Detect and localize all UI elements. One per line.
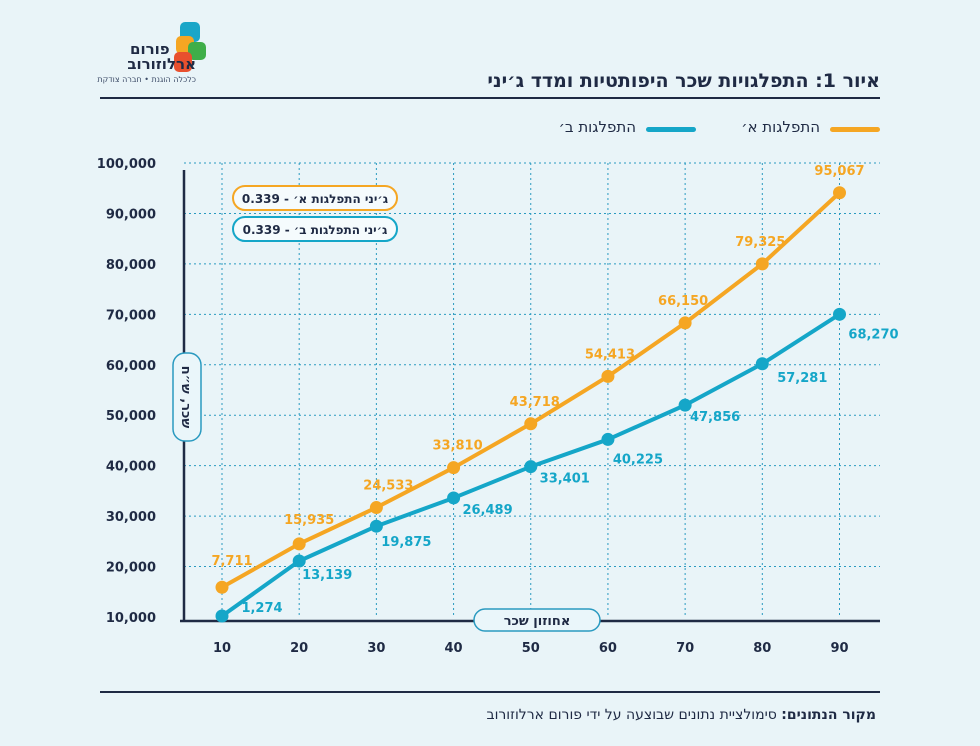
data-point bbox=[369, 501, 383, 515]
data-label: 40,225 bbox=[613, 452, 663, 467]
x-axis-label: אחוזון שכר bbox=[504, 614, 571, 629]
logo-tagline: כלכלה הוגנת • חברה צודקת bbox=[97, 75, 196, 84]
logo bbox=[96, 18, 216, 90]
y-tick-label: 90,000 bbox=[106, 207, 156, 222]
data-label: 33,401 bbox=[540, 472, 590, 487]
logo-line-2: ארלוזורוב bbox=[127, 55, 196, 73]
gini-annotation-text: ג׳יני התפלגות ב׳ - 0.339 bbox=[243, 223, 388, 237]
data-point bbox=[447, 461, 461, 475]
legend-label-b: התפלגות ב׳ bbox=[558, 118, 636, 136]
y-axis-label-pill bbox=[172, 352, 202, 442]
x-tick-label: 80 bbox=[753, 641, 771, 656]
x-tick-label: 30 bbox=[367, 641, 385, 656]
data-point bbox=[447, 491, 461, 505]
data-label: 33,810 bbox=[432, 439, 482, 454]
data-point bbox=[292, 554, 306, 568]
data-point bbox=[833, 307, 846, 321]
data-label: 54,413 bbox=[585, 347, 635, 362]
chart-title: איור 1: התפלגויות שכר היפותטיות ומדד ג׳י… bbox=[487, 70, 880, 92]
data-point bbox=[215, 580, 229, 594]
data-label: 66,150 bbox=[658, 294, 708, 309]
y-axis-label: שכר, ש״ח bbox=[178, 366, 193, 429]
source-label: מקור הנתונים: bbox=[781, 707, 876, 723]
data-point bbox=[833, 186, 846, 200]
data-point bbox=[369, 519, 383, 533]
gini-annotation-text: ג׳יני התפלגות א׳ - 0.339 bbox=[242, 192, 389, 206]
x-tick-label: 10 bbox=[213, 641, 231, 656]
data-label: 57,281 bbox=[777, 371, 827, 386]
y-tick-label: 20,000 bbox=[106, 561, 156, 576]
data-label: 13,139 bbox=[302, 568, 352, 583]
x-axis-label-pill bbox=[473, 608, 601, 632]
data-point bbox=[601, 369, 615, 383]
logo-mark-icon bbox=[174, 22, 206, 72]
y-tick-label: 80,000 bbox=[106, 258, 156, 273]
data-point bbox=[678, 316, 692, 330]
data-point bbox=[524, 460, 538, 474]
x-tick-label: 20 bbox=[290, 641, 308, 656]
data-label: 47,856 bbox=[690, 410, 740, 425]
y-tick-label: 70,000 bbox=[106, 308, 156, 323]
data-point bbox=[601, 432, 615, 446]
x-tick-label: 70 bbox=[676, 641, 694, 656]
data-point bbox=[292, 537, 306, 551]
source-text: סימולציית נתונים שבוצעה על ידי פורום ארל… bbox=[486, 707, 782, 723]
legend-swatch-b bbox=[646, 127, 696, 132]
data-point bbox=[215, 609, 229, 623]
data-label: 43,718 bbox=[510, 395, 560, 410]
y-tick-label: 60,000 bbox=[106, 359, 156, 374]
data-label: 1,274 bbox=[241, 601, 282, 616]
data-label: 68,270 bbox=[848, 327, 898, 342]
y-tick-label: 30,000 bbox=[106, 510, 156, 525]
gini-annotation-pill bbox=[232, 185, 398, 211]
data-label: 24,533 bbox=[363, 479, 413, 494]
x-tick-label: 50 bbox=[522, 641, 540, 656]
data-label: 19,875 bbox=[381, 535, 431, 550]
x-tick-label: 40 bbox=[445, 641, 463, 656]
data-point bbox=[678, 398, 692, 412]
y-tick-label: 40,000 bbox=[106, 460, 156, 475]
y-axis-label-group: שכר, ש״ח bbox=[172, 352, 202, 442]
gini-annotation-pill bbox=[232, 216, 398, 242]
data-label: 7,711 bbox=[211, 554, 252, 569]
legend-swatch-a bbox=[830, 127, 880, 132]
title-divider bbox=[100, 97, 880, 99]
legend-label-a: התפלגות א׳ bbox=[741, 118, 820, 136]
logo-line-1: פורום bbox=[130, 40, 170, 58]
footer-divider bbox=[100, 691, 880, 693]
y-tick-label: 50,000 bbox=[106, 409, 156, 424]
source-note: מקור הנתונים: סימולציית נתונים שבוצעה על… bbox=[486, 707, 876, 723]
data-label: 95,067 bbox=[814, 164, 864, 179]
data-label: 15,935 bbox=[284, 513, 334, 528]
y-tick-label: 100,000 bbox=[97, 157, 156, 172]
x-tick-label: 60 bbox=[599, 641, 617, 656]
x-tick-label: 90 bbox=[830, 641, 848, 656]
data-label: 79,325 bbox=[735, 235, 785, 250]
data-point bbox=[755, 357, 769, 371]
y-tick-label: 10,000 bbox=[106, 611, 156, 626]
data-point bbox=[755, 257, 769, 271]
data-label: 26,489 bbox=[462, 503, 512, 518]
data-point bbox=[524, 417, 538, 431]
